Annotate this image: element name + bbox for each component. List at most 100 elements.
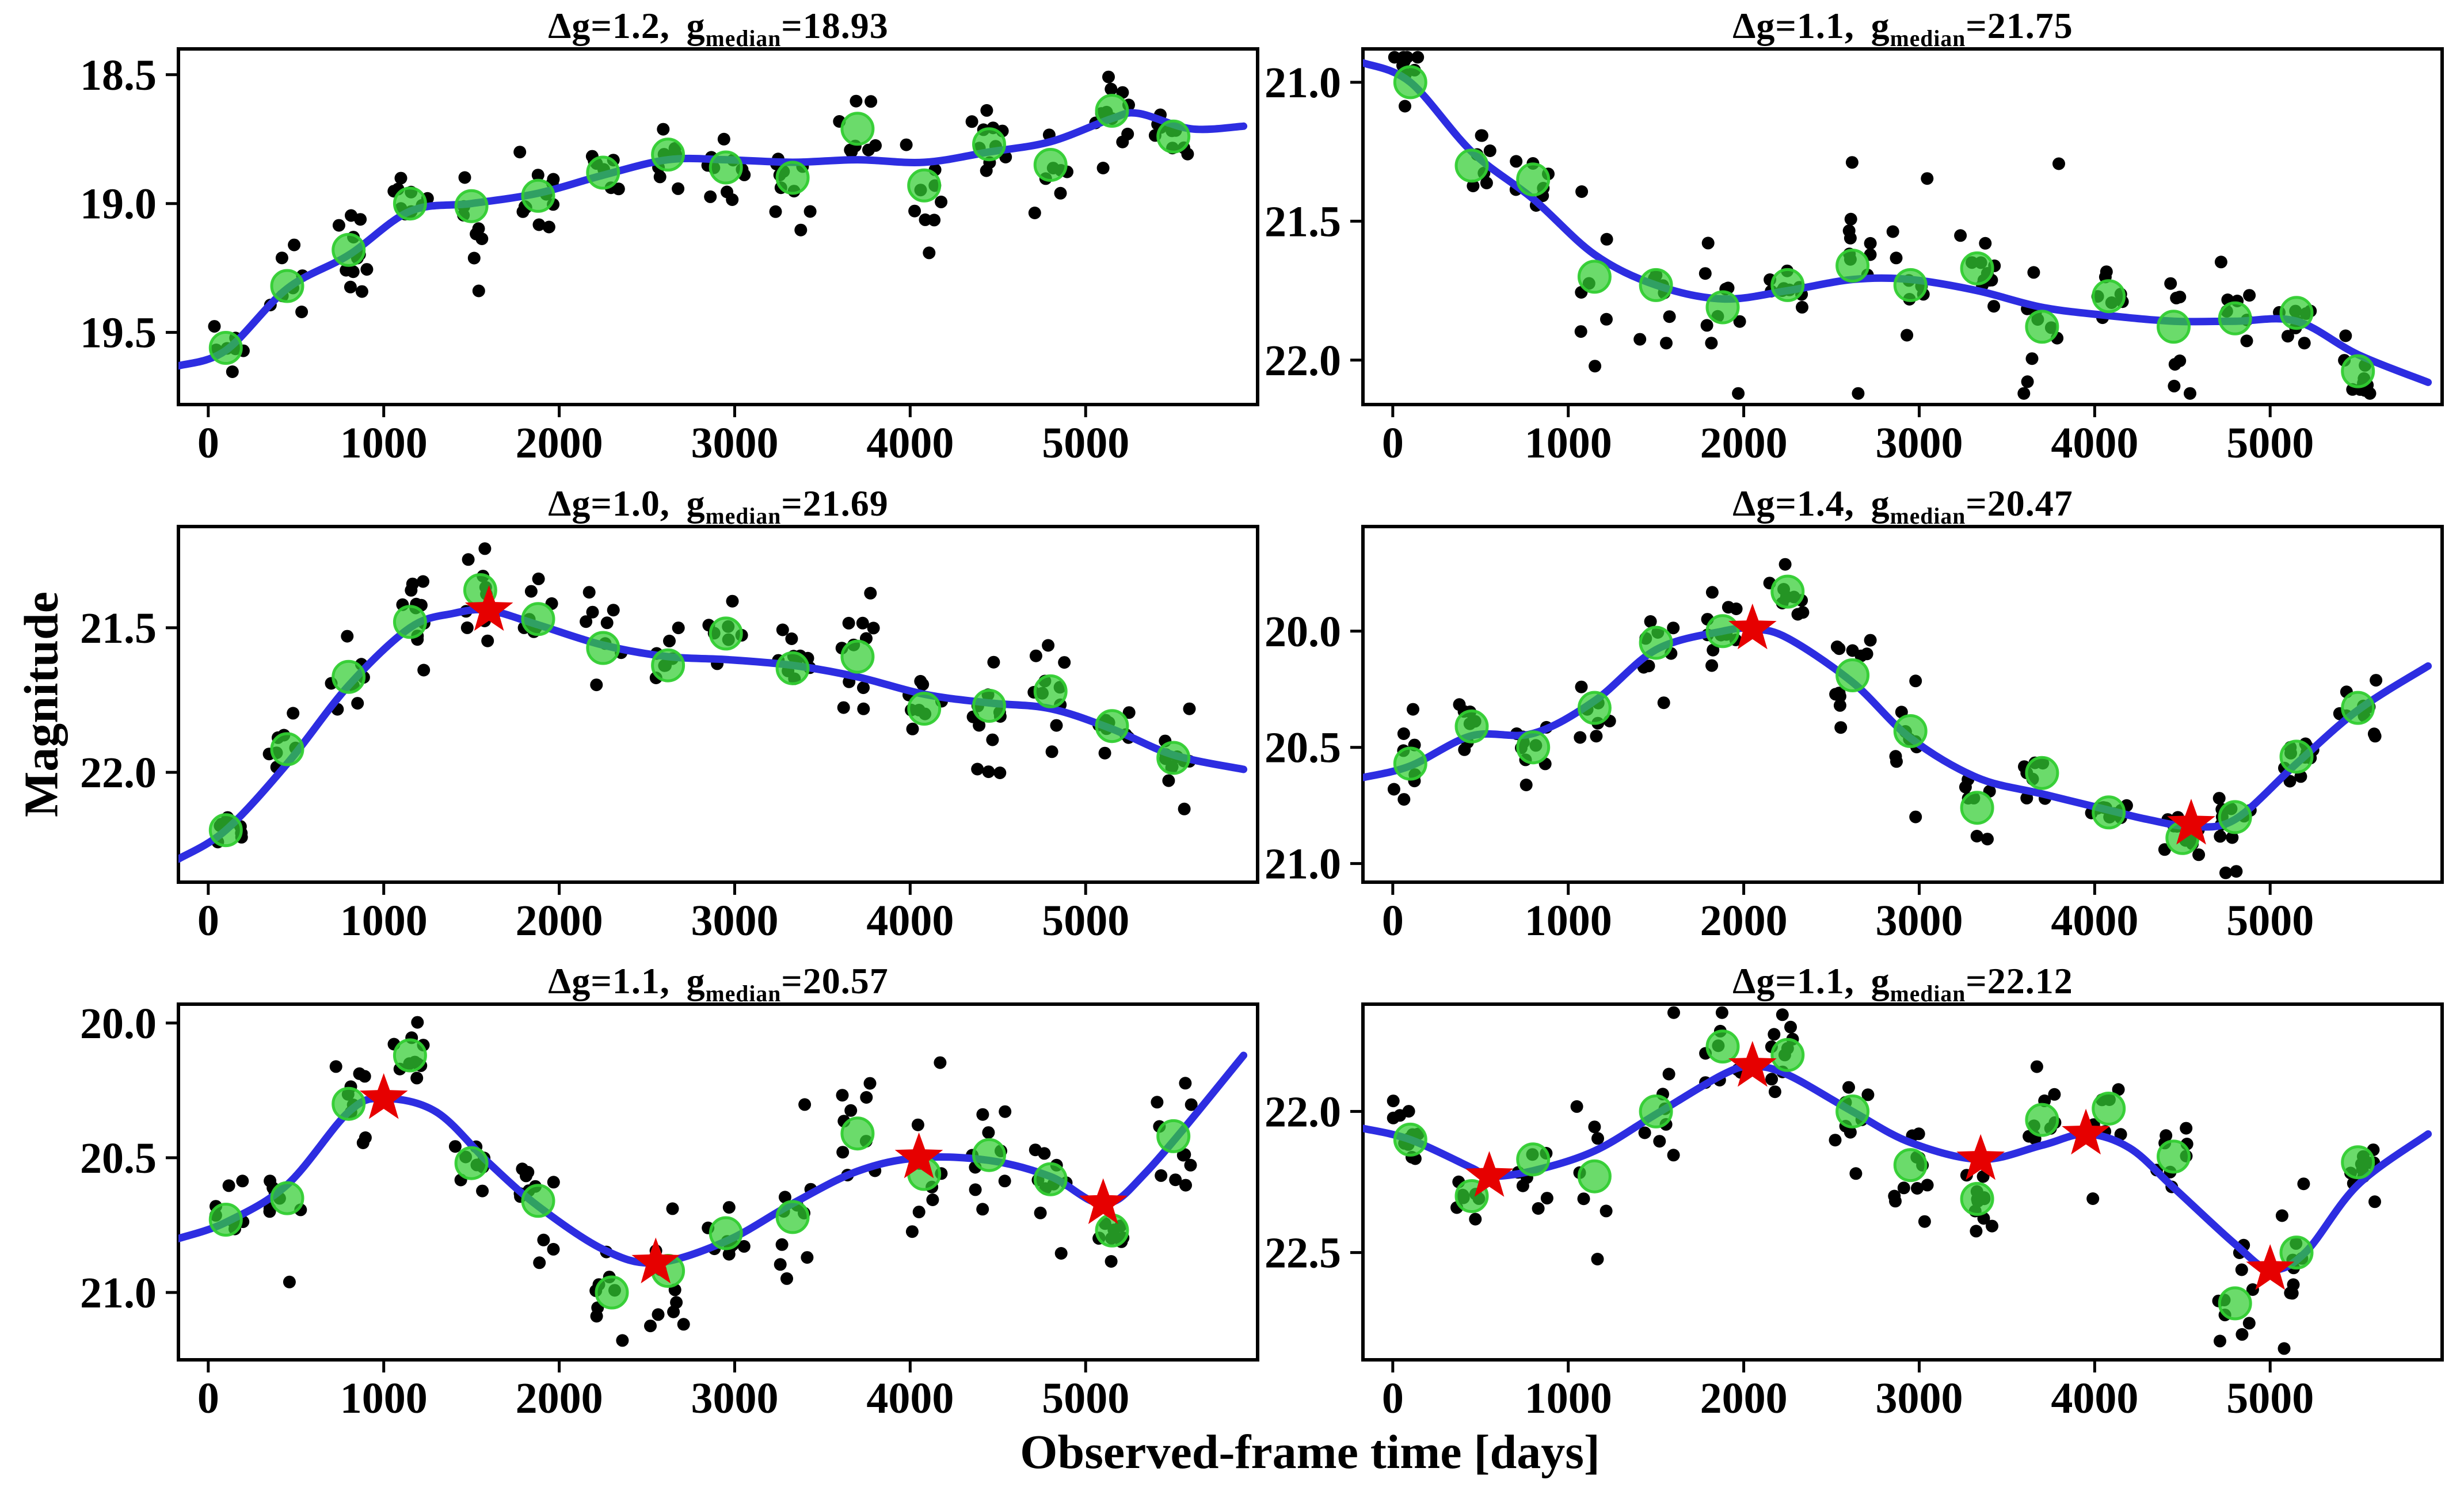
median-marker — [2341, 354, 2375, 388]
observation-dot — [283, 1275, 296, 1288]
observation-dot — [547, 173, 560, 186]
median-marker — [1033, 674, 1068, 708]
observation-dot — [547, 1176, 560, 1189]
observation-dot — [2086, 1192, 2100, 1205]
observation-dot — [1453, 698, 1466, 711]
x-tick-label: 3000 — [691, 1374, 778, 1423]
observation-dot — [857, 702, 870, 715]
observation-dot — [976, 1108, 989, 1121]
observation-dot — [2027, 266, 2040, 279]
observation-dot — [410, 1072, 424, 1085]
title-value: =22.12 — [1966, 960, 2073, 1001]
observation-dot — [1707, 643, 1720, 657]
median-marker — [521, 1184, 555, 1218]
observation-dot — [411, 1016, 424, 1029]
x-tick-label: 2000 — [1700, 897, 1788, 945]
median-marker — [840, 639, 875, 674]
median-marker — [2157, 310, 2191, 344]
observation-dot — [1979, 237, 1992, 250]
observation-dot — [590, 1310, 603, 1323]
observation-dot — [1155, 1169, 1168, 1182]
observation-dot — [1662, 1067, 1675, 1081]
x-axis-label: Observed-frame time [days] — [1020, 1425, 1600, 1479]
x-tick-label: 0 — [197, 419, 219, 467]
extremum-star — [2246, 1244, 2295, 1290]
median-marker — [332, 232, 366, 267]
observation-dot — [916, 678, 930, 691]
observation-dot — [1715, 1006, 1728, 1019]
median-marker — [1705, 1029, 1740, 1064]
observation-dot — [405, 584, 418, 597]
observation-dot — [1834, 721, 1848, 734]
observation-dot — [2339, 329, 2352, 342]
observation-dot — [2283, 775, 2297, 788]
observation-dot — [666, 1202, 679, 1215]
observation-dot — [2048, 1088, 2061, 1101]
observation-dot — [478, 542, 492, 555]
median-marker — [709, 1216, 743, 1250]
x-tick-label: 5000 — [2226, 419, 2314, 467]
x-tick-label: 5000 — [2226, 1374, 2314, 1423]
observation-dot — [1844, 212, 1857, 226]
x-tick-label: 2000 — [516, 897, 603, 945]
title-delta-g: Δg=1.2, — [548, 5, 670, 46]
observation-dot — [2240, 334, 2253, 348]
observation-dot — [1844, 231, 1857, 245]
title-delta-g: Δg=1.4, — [1732, 483, 1854, 524]
median-marker — [1639, 1094, 1673, 1128]
observation-dot — [1890, 755, 1903, 768]
x-tick-label: 4000 — [866, 1374, 954, 1423]
median-marker — [1454, 709, 1489, 743]
observation-dot — [1722, 601, 1735, 614]
title-value: =20.57 — [781, 960, 889, 1001]
panel-title: Δg=1.1, gmedian=21.75 — [1500, 5, 2306, 50]
observation-dot — [998, 1175, 1011, 1188]
observation-dot — [1986, 1219, 1998, 1233]
median-marker — [521, 602, 555, 636]
median-marker — [208, 1203, 243, 1237]
observation-dot — [976, 1203, 989, 1216]
observation-dot — [837, 701, 850, 714]
median-marker — [586, 155, 620, 190]
observation-dot — [1700, 319, 1713, 332]
title-value: =18.93 — [781, 5, 889, 46]
observation-dot — [1179, 1077, 1192, 1090]
observation-dot — [926, 1193, 939, 1206]
observation-dot — [653, 170, 667, 184]
x-tick-label: 5000 — [1042, 1374, 1129, 1423]
observation-dot — [1402, 1105, 1415, 1118]
median-marker — [1156, 119, 1191, 154]
observation-dot — [1779, 558, 1792, 571]
y-tick-label: 18.5 — [80, 51, 157, 100]
extremum-star — [894, 1132, 943, 1179]
observation-dot — [532, 218, 546, 231]
observation-dot — [1852, 387, 1865, 400]
y-tick-label: 22.0 — [1265, 337, 1341, 385]
median-marker — [1835, 249, 1870, 283]
observation-dot — [1105, 82, 1118, 96]
observation-dot — [1034, 1206, 1047, 1219]
observation-dot — [1886, 225, 1899, 238]
observation-dot — [1918, 1215, 1931, 1228]
observation-dot — [934, 1056, 947, 1069]
observation-dot — [2100, 265, 2113, 279]
median-marker — [1770, 574, 1805, 609]
median-marker — [1893, 268, 1928, 302]
observation-dot — [1480, 177, 1493, 189]
observation-dot — [1029, 1143, 1042, 1157]
title-value: =20.47 — [1966, 483, 2073, 524]
observation-dot — [222, 1179, 235, 1192]
median-marker — [1516, 730, 1551, 765]
panel-title: Δg=1.1, gmedian=22.12 — [1500, 960, 2306, 1005]
observation-dot — [1833, 687, 1846, 700]
observation-dot — [1987, 300, 2001, 313]
observation-dot — [1400, 51, 1414, 64]
median-marker — [2279, 739, 2314, 774]
median-marker — [1095, 94, 1129, 128]
observation-dot — [2112, 1083, 2125, 1096]
observation-dot — [860, 1091, 873, 1104]
median-marker — [651, 138, 685, 172]
median-marker — [709, 616, 743, 651]
extremum-star — [2062, 1108, 2110, 1155]
